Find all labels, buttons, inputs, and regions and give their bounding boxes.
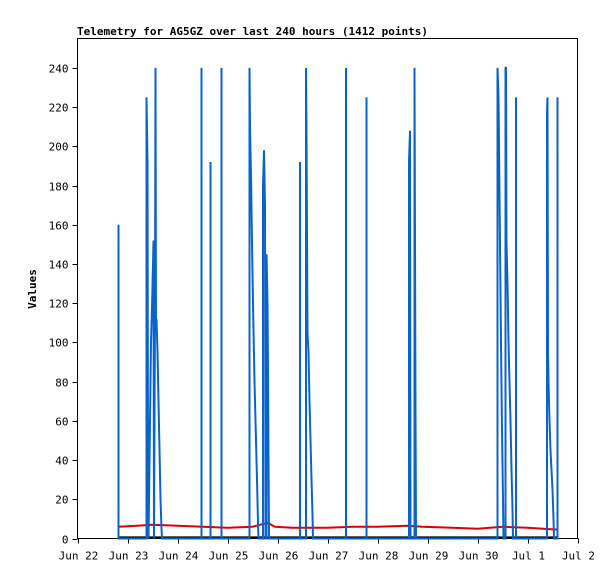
y-tick-label: 40 xyxy=(55,455,68,468)
y-tick-label: 140 xyxy=(49,259,69,272)
y-tick-label: 120 xyxy=(49,298,69,311)
x-tick-label: Jul 2 xyxy=(562,550,595,563)
x-tick-label: Jun 22 xyxy=(59,550,99,563)
y-tick-label: 220 xyxy=(49,102,69,115)
series-line xyxy=(117,66,559,540)
y-tick-label: 0 xyxy=(62,534,69,547)
x-axis: Jun 22 Jun 23 Jun 24 Jun 25 Jun 26 Jun 27 Jun … xyxy=(59,538,595,563)
x-tick-label: Jun 24 xyxy=(159,550,199,563)
y-tick-label: 240 xyxy=(49,63,69,76)
y-axis-label: Values xyxy=(26,269,39,309)
y-axis: 0 20 40 60 80 100 120 140 160 180 200 220 240 xyxy=(49,63,78,547)
series-line xyxy=(118,521,558,531)
series-layer xyxy=(117,66,559,540)
x-tick-label: Jul 1 xyxy=(512,550,545,563)
y-tick-label: 160 xyxy=(49,220,69,233)
y-tick-label: 180 xyxy=(49,181,69,194)
x-tick-label: Jun 29 xyxy=(409,550,449,563)
y-tick-label: 80 xyxy=(55,377,68,390)
x-tick-label: Jun 25 xyxy=(209,550,249,563)
x-tick-label: Jun 27 xyxy=(309,550,349,563)
x-tick-label: Jun 23 xyxy=(109,550,149,563)
y-tick-label: 20 xyxy=(55,494,68,507)
y-tick-label: 60 xyxy=(55,416,68,429)
x-tick-label: Jun 26 xyxy=(259,550,299,563)
chart-title: Telemetry for AG5GZ over last 240 hours … xyxy=(77,25,428,38)
y-tick-label: 200 xyxy=(49,141,69,154)
x-tick-label: Jun 30 xyxy=(459,550,499,563)
y-tick-label: 100 xyxy=(49,337,69,350)
x-tick-label: Jun 28 xyxy=(359,550,399,563)
